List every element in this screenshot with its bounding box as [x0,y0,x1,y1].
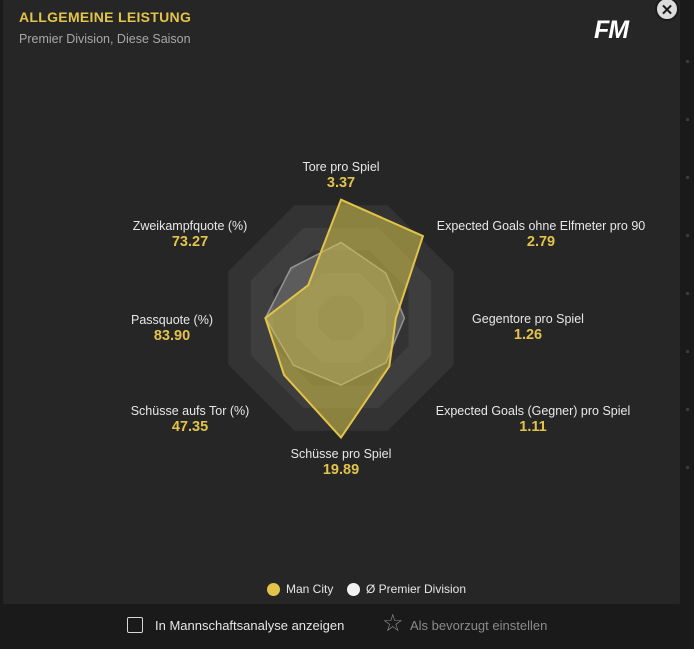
metric-value: 1.11 [519,419,547,435]
panel-title: ALLGEMEINE LEISTUNG [19,9,192,25]
legend-item-league-average: Ø Premier Division [347,582,466,596]
metric-value: 83.90 [153,328,191,344]
metric-value: 19.89 [322,462,360,478]
metric-passquote: Passquote (%) 83.90 [131,313,213,345]
panel-subtitle: Premier Division, Diese Saison [19,32,191,46]
metric-label: Gegentore pro Spiel [472,312,584,326]
metric-value: 73.27 [171,234,209,250]
metric-xg-gegner: Expected Goals (Gegner) pro Spiel 1.11 [436,404,631,436]
metric-label: Expected Goals (Gegner) pro Spiel [435,404,631,418]
legend-dot-icon [347,582,360,596]
series-man-city-area [264,198,425,440]
legend-dot-icon [267,582,280,596]
metric-value: 2.79 [526,234,556,250]
metric-label: Passquote (%) [131,313,213,327]
footer-bar: In Mannschaftsanalyse anzeigen ☆ Als bev… [0,612,694,640]
show-in-team-analysis-label[interactable]: In Mannschaftsanalyse anzeigen [155,618,345,633]
metric-xg-ohne-elfmeter: Expected Goals ohne Elfmeter pro 90 2.79 [437,219,645,251]
metric-schuesse-aufs-tor: Schüsse aufs Tor (%) 47.35 [131,404,250,436]
close-button[interactable]: ✕ [655,0,679,21]
metric-gegentore-pro-spiel: Gegentore pro Spiel 1.26 [472,312,584,344]
metric-label: Schüsse aufs Tor (%) [130,404,250,418]
metric-value: 3.37 [326,175,356,191]
metric-zweikampfquote: Zweikampfquote (%) 73.27 [133,219,248,251]
set-favourite-label[interactable]: Als bevorzugt einstellen [410,618,548,633]
metric-value: 1.26 [513,327,543,343]
metric-label: Tore pro Spiel [302,160,380,174]
star-icon[interactable]: ☆ [382,610,404,637]
show-in-team-analysis-checkbox[interactable] [127,617,143,633]
metric-label: Expected Goals ohne Elfmeter pro 90 [436,219,646,233]
legend-item-man-city: Man City [267,582,333,596]
legend-label: Man City [286,582,334,596]
metric-value: 47.35 [171,419,209,435]
legend-label: Ø Premier Division [366,582,467,596]
metric-label: Schüsse pro Spiel [290,447,392,461]
scroll-indicator [686,60,690,524]
metric-tore-pro-spiel: Tore pro Spiel 3.37 [302,160,379,192]
fm-logo: FM [594,16,629,44]
metric-label: Zweikampfquote (%) [132,219,248,233]
metric-schuesse-pro-spiel: Schüsse pro Spiel 19.89 [291,447,392,479]
close-icon: ✕ [660,2,674,19]
